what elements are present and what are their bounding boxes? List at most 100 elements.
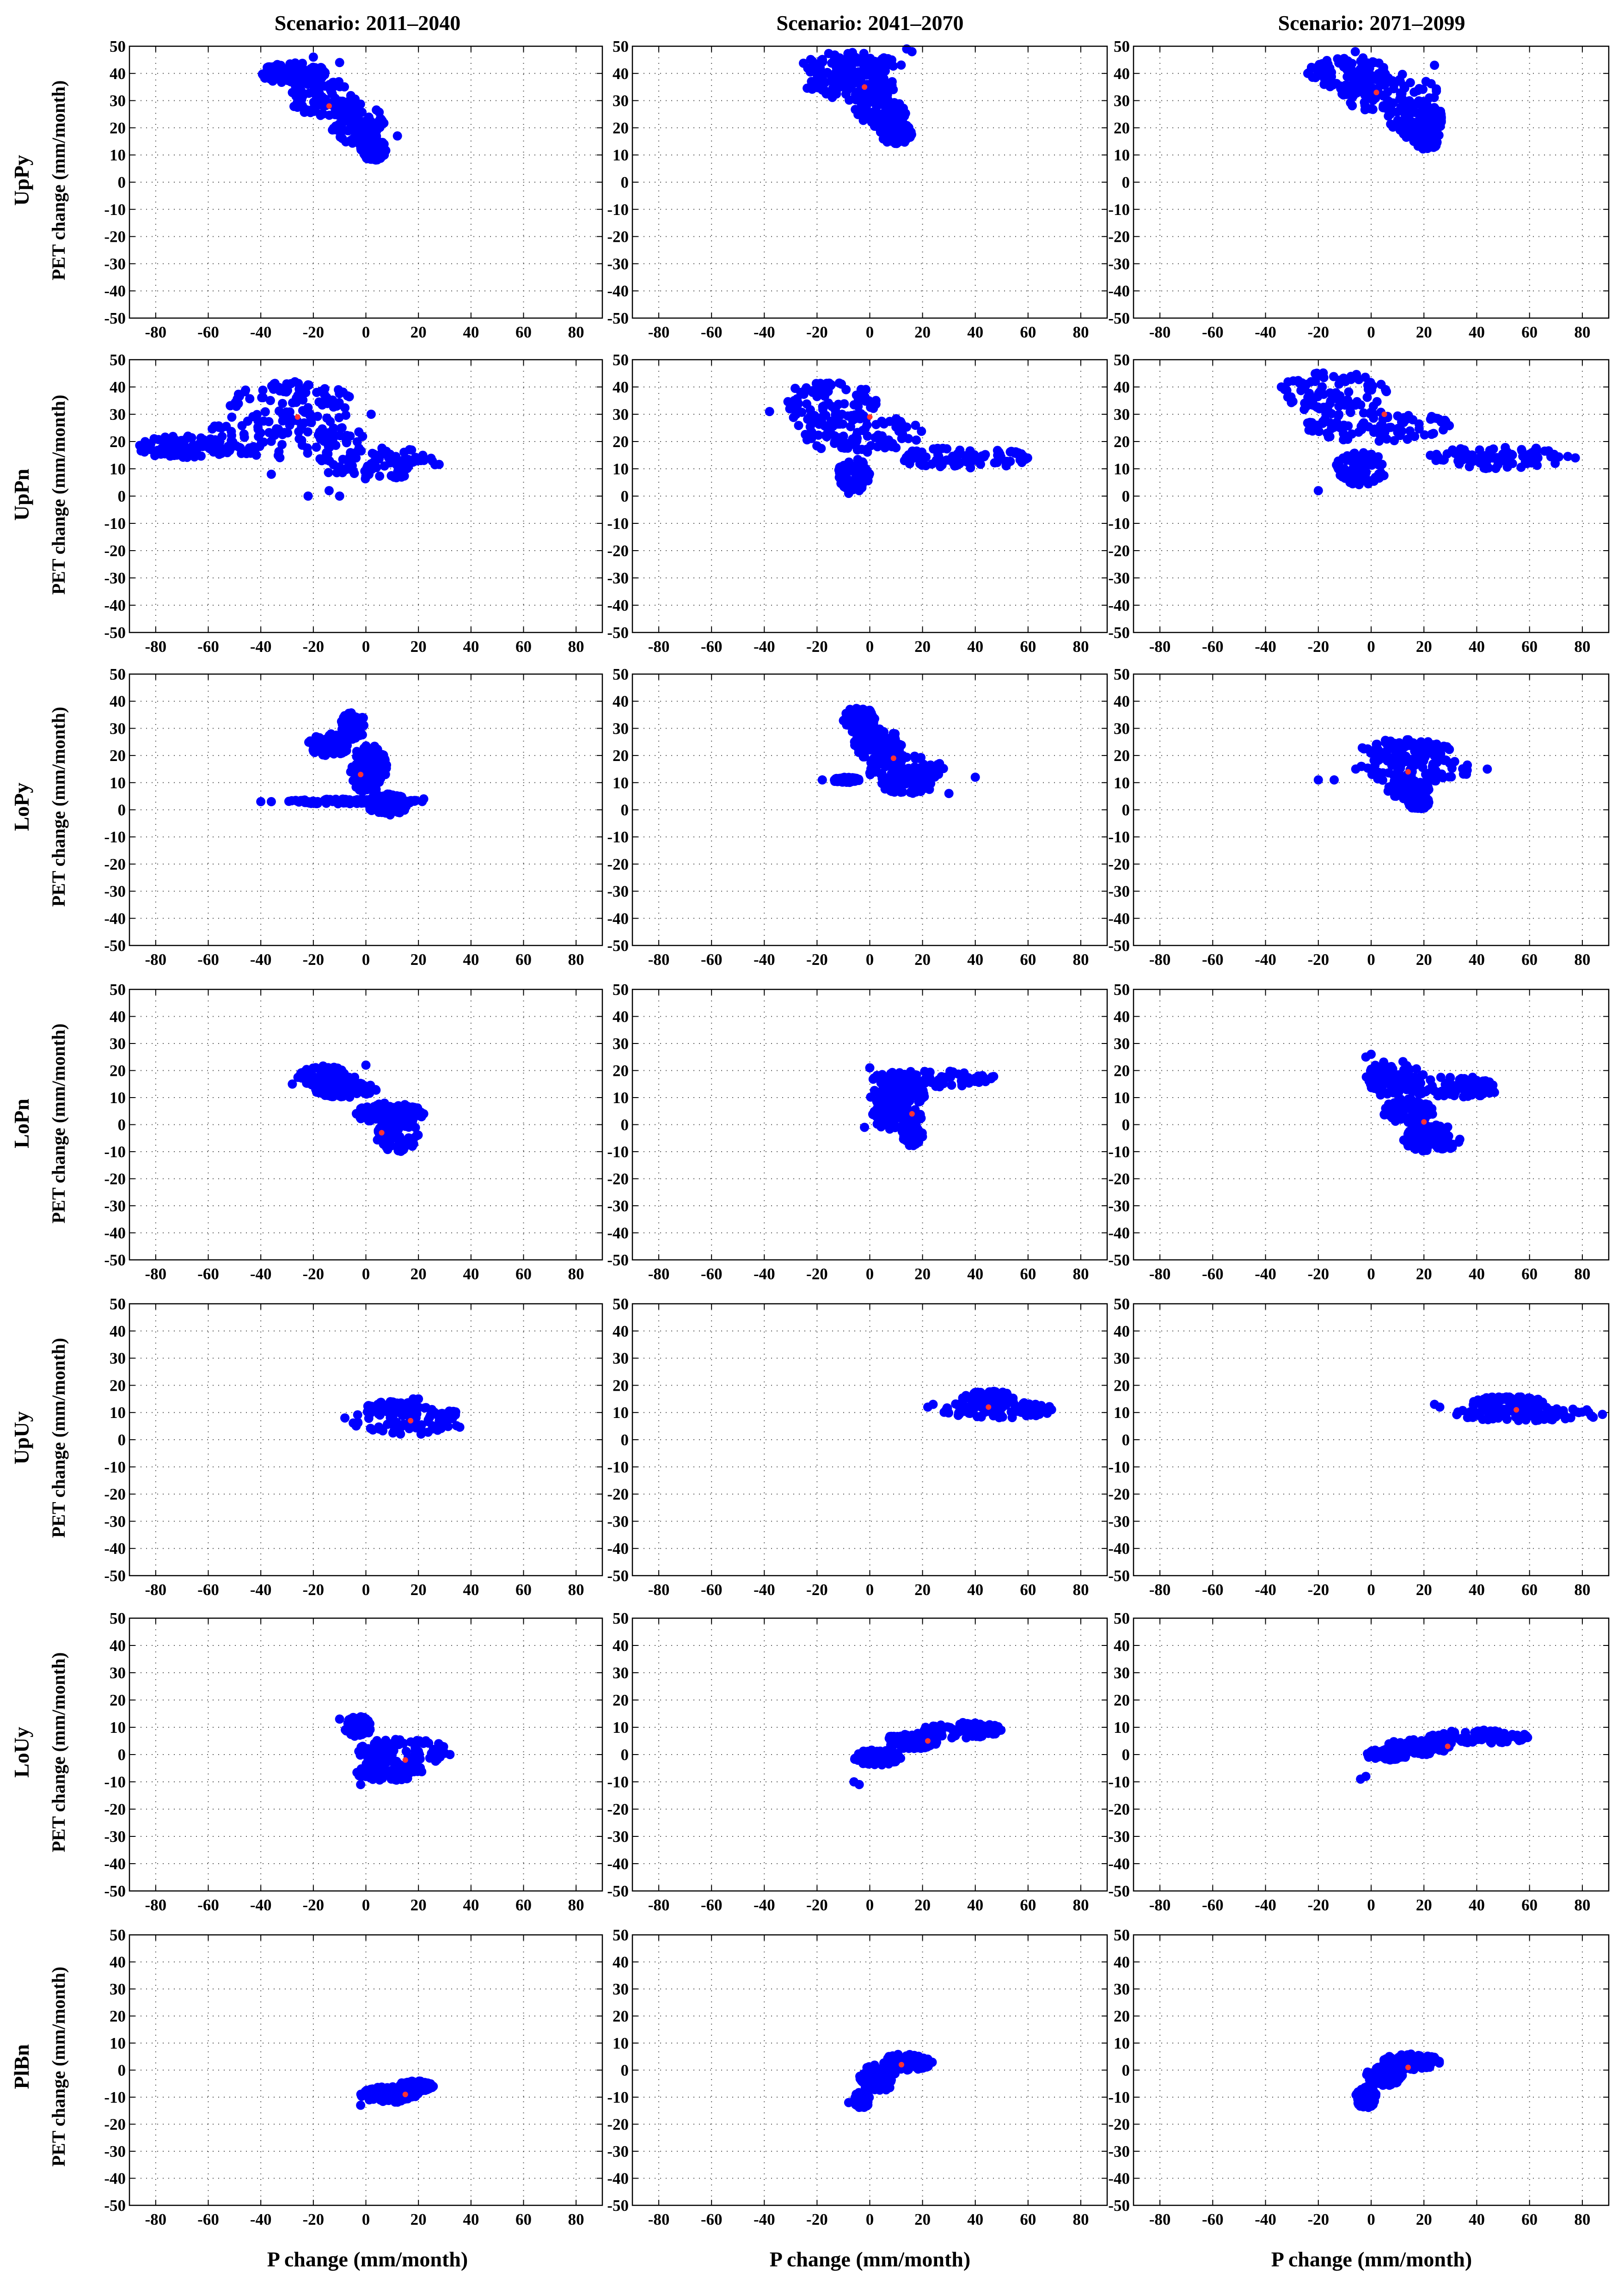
data-point xyxy=(871,420,881,430)
data-point xyxy=(382,1119,392,1129)
x-tick-label: 20 xyxy=(1416,951,1432,969)
data-point xyxy=(806,55,815,64)
x-tick-label: 20 xyxy=(1416,323,1432,341)
data-point xyxy=(324,468,333,478)
data-point xyxy=(300,107,309,117)
data-point xyxy=(335,431,345,441)
data-point xyxy=(1405,426,1415,436)
data-point xyxy=(1414,419,1424,429)
y-axis-label-3: PET change (mm/month) xyxy=(48,707,69,907)
data-point xyxy=(946,1069,956,1079)
data-point xyxy=(1318,418,1328,428)
data-point xyxy=(346,103,356,113)
data-point xyxy=(1411,755,1421,765)
data-point xyxy=(794,421,803,430)
y-tick-label: -40 xyxy=(104,1224,126,1242)
data-point xyxy=(289,102,299,111)
data-point xyxy=(869,404,878,413)
data-point xyxy=(837,379,846,389)
data-point xyxy=(163,440,173,449)
data-point xyxy=(838,439,848,449)
y-tick-label: 50 xyxy=(110,351,126,369)
y-tick-label: -30 xyxy=(104,883,126,901)
data-point xyxy=(322,1085,332,1095)
data-point xyxy=(234,442,244,452)
data-point xyxy=(280,428,289,437)
y-tick-label: 20 xyxy=(613,433,629,451)
x-tick-label: -80 xyxy=(145,638,167,656)
data-point xyxy=(233,389,243,399)
data-point xyxy=(1427,411,1436,421)
data-point xyxy=(378,145,388,154)
y-tick-label: -10 xyxy=(104,515,126,533)
data-point xyxy=(330,125,339,135)
x-tick-label: 0 xyxy=(1367,323,1375,341)
data-point xyxy=(149,434,159,443)
data-point xyxy=(316,63,326,72)
data-point xyxy=(308,52,318,62)
data-point xyxy=(872,758,882,767)
x-tick-label: 60 xyxy=(1521,323,1538,341)
x-tick-label: 0 xyxy=(362,323,370,341)
data-point xyxy=(326,729,336,739)
data-point xyxy=(351,453,361,463)
data-point xyxy=(344,460,354,469)
data-point xyxy=(1363,479,1373,489)
data-point xyxy=(368,749,378,759)
y-tick-label: 10 xyxy=(613,146,629,164)
data-point xyxy=(1492,453,1501,462)
data-point xyxy=(345,431,355,441)
data-point xyxy=(242,449,251,458)
data-point xyxy=(1349,89,1358,99)
y-tick-label: 20 xyxy=(613,747,629,765)
data-points xyxy=(799,44,917,148)
data-point xyxy=(337,134,347,143)
y-tick-label: 10 xyxy=(110,1089,126,1107)
y-tick-label: 50 xyxy=(1114,665,1130,683)
y-tick-label: 30 xyxy=(110,92,126,110)
data-point xyxy=(831,73,840,82)
data-point xyxy=(870,119,880,129)
y-tick-label: -30 xyxy=(607,883,629,901)
data-point xyxy=(324,1064,333,1074)
data-point xyxy=(1374,755,1383,765)
y-axis-label-6: PET change (mm/month) xyxy=(48,1652,69,1853)
data-point xyxy=(993,450,1003,460)
data-point xyxy=(888,105,897,115)
data-point xyxy=(361,1060,371,1070)
data-point xyxy=(1018,451,1028,461)
x-tick-label: -80 xyxy=(145,951,167,969)
data-point xyxy=(1450,757,1459,767)
y-tick-label: 10 xyxy=(110,460,126,478)
x-axis-label-1: P change (mm/month) xyxy=(267,2247,468,2271)
y-tick-label: -40 xyxy=(1108,596,1130,614)
scatter-panel: -80 -60 -40 -20 0 20 40 60 80 -50 -40 -30 -20 -10 0 10 2… xyxy=(607,351,1108,656)
x-tick-label: 80 xyxy=(1574,951,1590,969)
y-tick-label: 40 xyxy=(613,1008,629,1026)
data-point xyxy=(346,91,355,100)
data-point xyxy=(1342,80,1352,90)
x-tick-label: -60 xyxy=(1202,323,1224,341)
data-point xyxy=(1489,444,1498,454)
data-point xyxy=(285,407,294,417)
data-point xyxy=(910,774,920,784)
data-point xyxy=(1430,61,1440,70)
data-point xyxy=(325,456,334,466)
data-point xyxy=(861,385,870,394)
data-point xyxy=(1516,462,1526,472)
data-point xyxy=(868,76,878,85)
data-point xyxy=(887,77,897,86)
data-point xyxy=(179,439,189,449)
data-point xyxy=(843,411,852,421)
data-point xyxy=(844,489,853,498)
data-point xyxy=(404,445,414,454)
y-tick-label: -20 xyxy=(607,542,629,560)
data-point xyxy=(354,131,364,141)
data-point xyxy=(395,1119,404,1129)
data-point xyxy=(1384,111,1393,121)
y-tick-label: 40 xyxy=(110,378,126,396)
data-point xyxy=(325,739,335,749)
y-tick-label: 30 xyxy=(613,1035,629,1053)
x-tick-label: 40 xyxy=(1469,323,1485,341)
data-point xyxy=(1314,427,1324,436)
